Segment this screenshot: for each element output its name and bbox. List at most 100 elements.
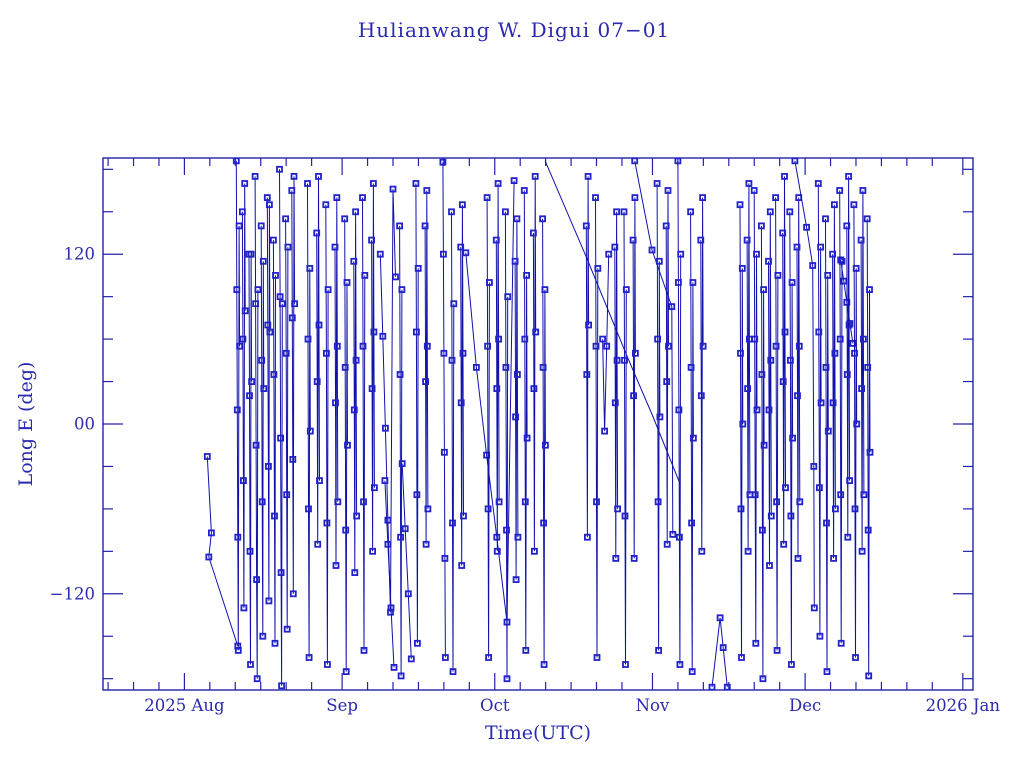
data-point-marker [259, 257, 267, 265]
data-point-marker [423, 342, 431, 350]
data-point-marker [780, 540, 788, 548]
data-point-marker [836, 187, 844, 194]
data-point-marker [458, 201, 466, 209]
data-point-marker [824, 271, 832, 279]
data-point-marker [622, 661, 629, 668]
data-point-marker [613, 208, 620, 216]
data-point-marker [593, 654, 601, 661]
data-point-marker [332, 399, 339, 407]
data-point-marker [407, 655, 415, 663]
data-point-marker [288, 187, 296, 194]
data-point-marker [593, 498, 600, 506]
data-point-marker [674, 158, 682, 165]
data-point-marker [520, 187, 528, 194]
data-polyline [371, 183, 375, 552]
data-point-marker [413, 491, 421, 499]
data-point-marker [381, 477, 389, 485]
data-point-marker [766, 562, 773, 569]
data-point-marker [758, 371, 766, 378]
data-point-marker [439, 250, 447, 258]
x-tick-label: Sep [326, 696, 358, 715]
data-point-marker [817, 243, 824, 251]
data-point-marker [787, 356, 794, 364]
data-point-marker [781, 172, 788, 180]
data-point-marker [288, 314, 296, 322]
data-point-marker [234, 647, 242, 654]
data-polyline [235, 160, 241, 651]
data-point-marker [313, 229, 321, 237]
data-point-marker [632, 349, 639, 357]
data-point-marker [542, 441, 549, 449]
data-point-marker [265, 201, 273, 209]
data-point-marker [495, 498, 503, 506]
data-polyline [768, 211, 772, 566]
data-point-marker [765, 257, 772, 265]
data-polyline [585, 176, 590, 538]
data-point-marker [793, 243, 801, 251]
data-polyline [544, 160, 681, 484]
data-point-marker [449, 668, 457, 675]
data-point-marker [269, 236, 277, 244]
data-point-marker [844, 533, 852, 541]
data-point-marker [665, 342, 672, 350]
data-point-marker [853, 420, 861, 428]
data-point-marker [852, 654, 859, 661]
data-point-marker [422, 540, 430, 548]
data-polyline [532, 176, 537, 552]
data-point-marker [401, 525, 409, 533]
y-tick-label: 00 [74, 415, 95, 434]
data-polyline [465, 180, 515, 623]
data-point-marker [766, 208, 774, 216]
data-point-marker [441, 654, 449, 661]
data-point-marker [485, 654, 493, 661]
data-point-marker [305, 505, 312, 513]
data-point-marker [291, 300, 299, 308]
data-point-marker [823, 668, 831, 675]
data-point-marker [857, 236, 865, 244]
data-point-marker [260, 385, 268, 393]
data-point-marker [751, 491, 759, 499]
data-point-marker [459, 349, 467, 357]
data-point-marker [232, 158, 240, 165]
data-point-marker [817, 399, 825, 407]
data-point-marker [283, 625, 291, 633]
data-point-marker [282, 349, 290, 357]
axis-ticks [103, 158, 973, 690]
x-axis-title: Time(UTC) [484, 722, 592, 744]
data-polyline [846, 176, 851, 538]
data-point-marker [233, 406, 241, 414]
data-point-marker [631, 194, 639, 202]
data-polyline [504, 211, 509, 679]
y-axis-title: Long E (deg) [15, 361, 37, 487]
data-point-marker [278, 300, 286, 308]
data-point-marker [341, 215, 349, 223]
data-point-marker [246, 547, 254, 555]
data-point-marker [270, 371, 278, 378]
data-point-marker [719, 644, 727, 651]
data-point-marker [353, 512, 361, 520]
data-point-marker [831, 201, 838, 209]
data-point-marker [254, 286, 262, 294]
data-point-marker [816, 632, 824, 640]
data-point-marker [865, 672, 873, 680]
data-point-marker [360, 498, 367, 506]
data-point-marker [494, 180, 502, 187]
data-point-marker [390, 664, 398, 671]
data-point-marker [247, 661, 254, 668]
data-point-marker [277, 434, 285, 442]
data-point-marker [822, 215, 829, 223]
data-point-marker [483, 194, 491, 202]
data-series [203, 158, 874, 690]
data-point-marker [860, 335, 867, 343]
data-polyline [344, 218, 348, 672]
chart-title: Hulianwang W. Digui 07−01 [357, 18, 671, 42]
data-point-marker [831, 349, 839, 357]
data-point-marker [264, 321, 272, 329]
data-point-marker [737, 349, 744, 357]
data-point-marker [514, 533, 522, 541]
data-polyline [334, 197, 339, 566]
data-point-marker [485, 279, 493, 286]
data-polyline [711, 617, 728, 688]
data-point-marker [512, 413, 519, 421]
